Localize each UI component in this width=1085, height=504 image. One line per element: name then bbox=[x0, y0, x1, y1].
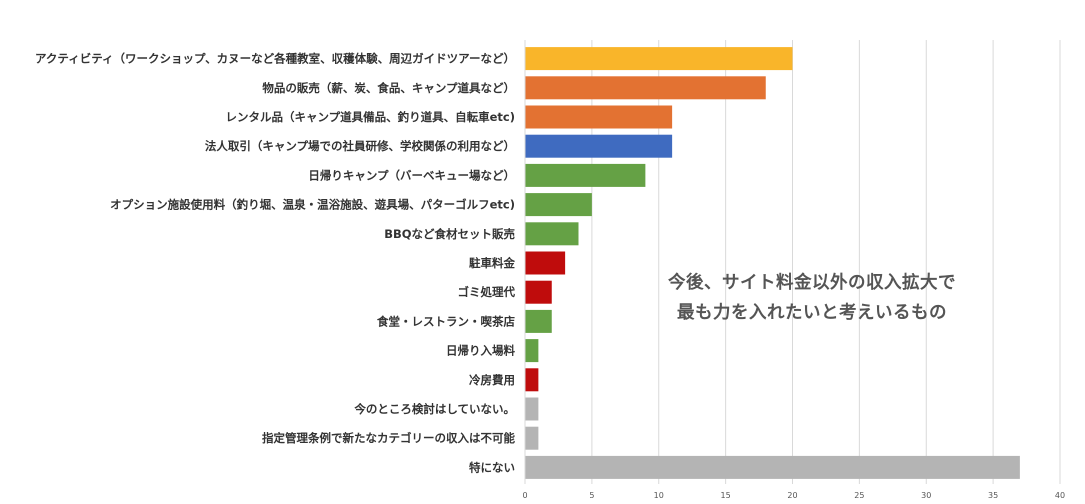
chart-annotation: 今後、サイト料金以外の収入拡大で 最も力を入れたいと考えいるもの bbox=[612, 268, 1012, 328]
bar-11 bbox=[525, 368, 539, 392]
category-label-11: 冷房費用 bbox=[469, 373, 515, 387]
bar-8 bbox=[525, 280, 552, 304]
bar-7 bbox=[525, 251, 566, 275]
category-label-2: レンタル品（キャンプ道具備品、釣り道具、自転車etc) bbox=[225, 110, 515, 124]
x-tick-label-15: 15 bbox=[721, 491, 731, 500]
category-label-4: 日帰りキャンプ（バーベキュー場など） bbox=[308, 168, 515, 182]
category-label-1: 物品の販売（薪、炭、食品、キャンプ道具など） bbox=[262, 81, 515, 95]
category-label-9: 食堂・レストラン・喫茶店 bbox=[377, 314, 515, 328]
category-label-10: 日帰り入場料 bbox=[446, 344, 515, 358]
x-tick-label-25: 25 bbox=[854, 491, 864, 500]
annotation-line-2: 最も力を入れたいと考えいるもの bbox=[677, 303, 947, 323]
bar-1 bbox=[525, 76, 766, 100]
x-tick-label-40: 40 bbox=[1055, 491, 1065, 500]
bar-5 bbox=[525, 193, 592, 217]
category-label-3: 法人取引（キャンプ場での社員研修、学校関係の利用など） bbox=[205, 139, 515, 153]
category-label-0: アクティビティ（ワークショップ、カヌーなど各種教室、収穫体験、周辺ガイドツアーな… bbox=[35, 52, 515, 66]
category-label-8: ゴミ処理代 bbox=[458, 285, 516, 299]
bar-3 bbox=[525, 134, 673, 158]
bar-13 bbox=[525, 426, 539, 450]
category-label-6: BBQなど食材セット販売 bbox=[384, 227, 515, 241]
x-tick-label-5: 5 bbox=[589, 491, 594, 500]
bar-14 bbox=[525, 455, 1020, 479]
category-label-7: 駐車料金 bbox=[469, 256, 515, 270]
category-label-14: 特にない bbox=[469, 460, 515, 474]
x-tick-label-30: 30 bbox=[921, 491, 931, 500]
x-tick-label-0: 0 bbox=[522, 491, 527, 500]
bar-12 bbox=[525, 397, 539, 421]
x-tick-label-35: 35 bbox=[988, 491, 998, 500]
x-tick-label-20: 20 bbox=[787, 491, 797, 500]
x-tick-label-10: 10 bbox=[654, 491, 664, 500]
bar-9 bbox=[525, 309, 552, 333]
bar-0 bbox=[525, 47, 793, 71]
category-label-13: 指定管理条例で新たなカテゴリーの収入は不可能 bbox=[262, 431, 515, 445]
bar-2 bbox=[525, 105, 673, 129]
category-label-5: オプション施設使用料（釣り堀、温泉・温浴施設、遊具場、パターゴルフetc) bbox=[110, 198, 515, 212]
bar-10 bbox=[525, 339, 539, 363]
annotation-line-1: 今後、サイト料金以外の収入拡大で bbox=[668, 273, 956, 293]
bar-4 bbox=[525, 163, 646, 187]
bar-6 bbox=[525, 222, 579, 246]
category-label-12: 今のところ検討はしていない。 bbox=[353, 402, 515, 416]
